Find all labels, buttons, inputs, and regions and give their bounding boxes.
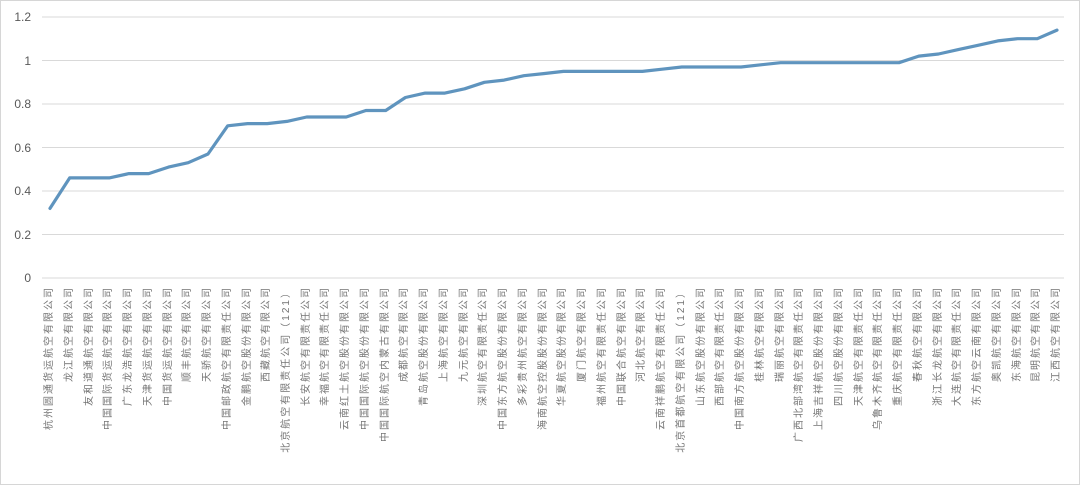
x-axis-category-label: 中国国际航空股份有限公司 xyxy=(359,286,371,430)
x-axis-category-label: 青岛航空股份有限公司 xyxy=(419,286,431,406)
x-axis-category-label: 瑞丽航空有限公司 xyxy=(774,286,786,382)
x-axis-category-label: 昆明航空有限公司 xyxy=(1031,286,1043,382)
y-axis-tick-label: 0.2 xyxy=(14,227,31,242)
x-axis-category-label: 山东航空股份有限公司 xyxy=(695,286,707,406)
x-axis-category-label: 中国国际航空内蒙古有限公司 xyxy=(379,286,391,442)
x-axis-category-label: 金鹏航空股份有限公司 xyxy=(241,286,253,406)
x-axis-category-label: 奥凯航空有限公司 xyxy=(991,286,1003,382)
y-axis-tick-label: 0.6 xyxy=(14,140,31,155)
x-axis-category-label: 北京航空有限责任公司（121） xyxy=(280,286,292,453)
x-axis-category-label: 中国南方航空股份有限公司 xyxy=(735,286,747,430)
x-axis-category-label: 上海航空有限公司 xyxy=(438,286,450,382)
x-axis-category-label: 中国东方航空股份有限公司 xyxy=(498,286,510,430)
x-axis-category-label: 春秋航空有限公司 xyxy=(912,286,924,382)
x-axis-category-label: 九元航空有限公司 xyxy=(458,286,470,382)
x-axis-category-label: 浙江长龙航空有限公司 xyxy=(932,286,944,406)
x-axis-category-label: 中国邮政航空有限责任公司 xyxy=(221,286,233,430)
x-axis-category-label: 杭州圆通货运航空有限公司 xyxy=(44,286,55,430)
y-axis-tick-label: 1 xyxy=(24,53,31,68)
x-axis-category-label: 云南红土航空股份有限公司 xyxy=(340,286,352,430)
x-axis-category-label: 顺丰航空有限公司 xyxy=(182,286,194,382)
x-axis-category-label: 长安航空有限责任公司 xyxy=(300,286,312,406)
x-axis-category-label: 龙江航空有限公司 xyxy=(63,286,75,382)
x-axis-category-label: 重庆航空有限责任公司 xyxy=(893,286,904,406)
y-axis-tick-label: 0.4 xyxy=(14,184,31,198)
x-axis-category-label: 天津航空有限责任公司 xyxy=(853,286,865,406)
x-axis-category-label: 西部航空有限责任公司 xyxy=(715,286,727,406)
x-axis-category-label: 天骄航空有限公司 xyxy=(202,286,213,382)
x-axis: 杭州圆通货运航空有限公司 龙江航空有限公司 友和道通航空有限公司 中国国际货运航空有限… xyxy=(1,284,1079,484)
x-axis-category-label: 友和道通航空有限公司 xyxy=(83,286,95,406)
x-axis-category-label: 乌鲁木齐航空有限责任公司 xyxy=(873,286,885,430)
x-axis-category-label: 华夏航空股份有限公司 xyxy=(557,286,569,406)
x-axis-category-label: 厦门航空有限公司 xyxy=(577,286,589,382)
x-axis-category-label: 北京首都航空有限公司（121） xyxy=(675,286,687,453)
x-axis-category-label: 中国货运航空有限公司 xyxy=(162,286,174,406)
x-axis-category-label: 幸福航空有限责任公司 xyxy=(320,286,332,406)
y-axis-tick-label: 1.2 xyxy=(14,10,31,24)
x-axis-category-label: 中国国际货运航空有限公司 xyxy=(103,286,115,430)
x-axis-category-label: 广东龙浩航空有限公司 xyxy=(123,286,134,406)
x-axis-category-label: 云南祥鹏航空有限责任公司 xyxy=(656,286,668,430)
x-axis-category-label: 广西北部湾航空有限责任公司 xyxy=(794,286,806,442)
x-axis-category-label: 江西航空有限公司 xyxy=(1051,286,1062,382)
x-axis-category-label: 多彩贵州航空有限公司 xyxy=(517,286,529,406)
data-line xyxy=(48,28,1059,210)
x-axis-category-label: 东海航空有限公司 xyxy=(1011,286,1023,382)
x-axis-category-label: 福州航空有限责任公司 xyxy=(596,286,608,406)
x-axis-category-label: 海南航空控股股份有限公司 xyxy=(537,286,549,430)
x-axis-category-label: 成都航空有限公司 xyxy=(399,286,411,382)
x-axis-category-label: 四川航空股份有限公司 xyxy=(833,286,845,406)
x-axis-category-label: 天津货运航空有限公司 xyxy=(142,286,154,406)
x-axis-category-label: 西藏航空有限公司 xyxy=(261,286,273,382)
x-axis-category-label: 深圳航空有限责任公司 xyxy=(478,286,490,406)
x-axis-category-label: 上海吉祥航空股份有限公司 xyxy=(814,286,826,430)
y-axis-tick-label: 0.8 xyxy=(14,97,31,111)
x-axis-category-label: 中国联合航空有限公司 xyxy=(616,286,628,406)
y-axis-tick-label: 0 xyxy=(24,271,31,285)
x-axis-category-label: 河北航空有限公司 xyxy=(636,286,648,382)
x-axis-category-label: 东方航空云南有限公司 xyxy=(972,286,983,406)
x-axis-category-label: 桂林航空有限公司 xyxy=(754,286,766,382)
x-axis-category-label: 大连航空有限责任公司 xyxy=(952,286,964,406)
